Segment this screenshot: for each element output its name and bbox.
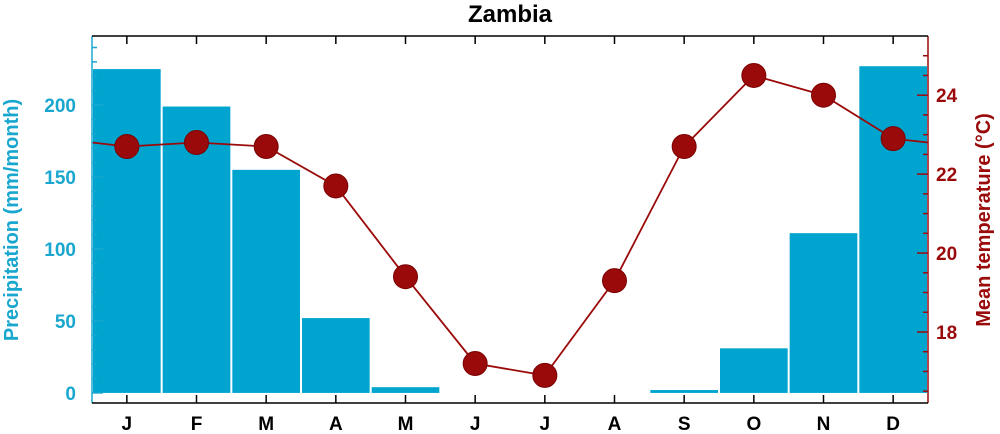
precipitation-bar bbox=[650, 390, 718, 393]
x-tick-label: N bbox=[817, 414, 831, 434]
x-tick-label: A bbox=[329, 414, 343, 434]
x-tick-label: J bbox=[122, 414, 133, 434]
left-tick-label: 50 bbox=[55, 312, 76, 333]
precipitation-bar bbox=[720, 348, 788, 393]
temperature-point bbox=[323, 173, 349, 199]
temperature-point bbox=[253, 133, 279, 159]
left-tick-label: 0 bbox=[65, 384, 76, 405]
temperature-points bbox=[114, 62, 906, 388]
x-tick-label: J bbox=[540, 414, 551, 434]
temperature-point bbox=[462, 351, 488, 377]
precipitation-bar bbox=[302, 318, 370, 393]
temperature-point bbox=[114, 133, 140, 159]
x-tick-label: J bbox=[470, 414, 481, 434]
axes bbox=[91, 35, 929, 404]
x-tick-label: S bbox=[678, 414, 691, 434]
right-tick-label: 20 bbox=[936, 244, 957, 265]
chart-title: Zambia bbox=[468, 1, 553, 28]
temperature-point bbox=[880, 126, 906, 152]
temperature-point bbox=[741, 62, 767, 88]
precipitation-bar bbox=[371, 387, 440, 393]
left-tick-label: 100 bbox=[44, 240, 76, 261]
right-tick-label: 18 bbox=[936, 323, 957, 344]
right-tick-label: 24 bbox=[936, 86, 958, 107]
precipitation-bars bbox=[93, 66, 927, 393]
x-tick-label: A bbox=[608, 414, 622, 434]
right-tick-label: 22 bbox=[936, 165, 957, 186]
x-tick-label: M bbox=[258, 414, 274, 434]
precipitation-bar bbox=[789, 233, 858, 393]
temperature-point bbox=[671, 133, 697, 159]
temperature-point bbox=[184, 130, 209, 156]
temperature-point bbox=[532, 362, 558, 388]
precipitation-bar bbox=[859, 66, 927, 393]
x-tick-label: F bbox=[191, 414, 203, 434]
temperature-point bbox=[602, 268, 627, 294]
left-tick-label: 150 bbox=[44, 168, 76, 189]
tick-labels: 0 50 100 150 200 18 20 22 24 J F M A M J J A S O N D bbox=[44, 86, 957, 434]
right-axis-title: Mean temperature (°C) bbox=[973, 113, 995, 327]
x-tick-label: M bbox=[398, 414, 414, 434]
precipitation-bar bbox=[232, 169, 300, 393]
left-tick-label: 200 bbox=[44, 96, 76, 117]
precipitation-bar bbox=[93, 69, 161, 393]
x-tick-label: D bbox=[886, 414, 900, 434]
left-axis-title: Precipitation (mm/month) bbox=[1, 99, 23, 341]
temperature-point bbox=[811, 82, 836, 108]
x-tick-label: O bbox=[746, 414, 761, 434]
temperature-point bbox=[393, 264, 418, 290]
